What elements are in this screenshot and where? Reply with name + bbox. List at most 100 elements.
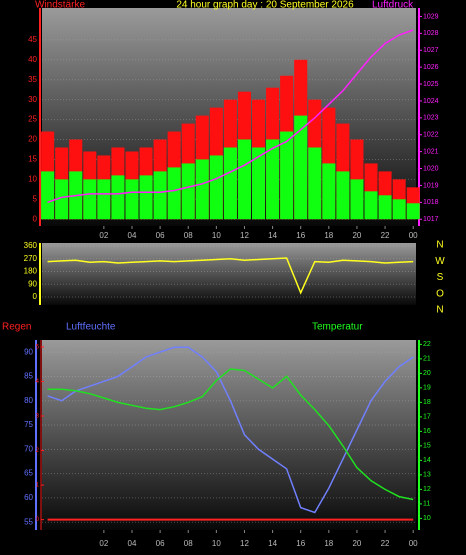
plot-area (42, 340, 416, 530)
bar (125, 179, 139, 220)
y2-axis-title: Temperatur (312, 322, 363, 333)
y2-tick-label: 12 (423, 486, 431, 493)
bar (97, 179, 111, 220)
bar (55, 179, 69, 220)
y-tick-label: 90 (24, 347, 33, 356)
y-tick-label: 0 (33, 214, 38, 223)
y-axis-title: Luftfeuchte (66, 322, 116, 333)
y2-tick-label: 11 (423, 501, 430, 508)
y2-tick-label: 22 (423, 341, 431, 348)
y2-tick-label: 1021 (423, 148, 439, 155)
x-tick-label: 02 (99, 539, 108, 548)
y3-tick-label: 2 (36, 448, 40, 454)
y-tick-label: 35 (28, 75, 37, 84)
x-tick-label: 00 (409, 231, 418, 240)
y-tick-label: 10 (28, 174, 37, 183)
bar (111, 175, 125, 220)
bar (294, 115, 308, 220)
x-tick-label: 14 (268, 539, 277, 548)
y-tick-label: 40 (28, 55, 37, 64)
y-tick-label: 15 (28, 155, 37, 164)
x-tick-label: 14 (268, 231, 277, 240)
y2-tick-label: 1029 (423, 13, 439, 20)
y2-tick-label: 16 (423, 428, 431, 435)
x-tick-label: 20 (352, 231, 361, 240)
bar (364, 191, 378, 220)
x-tick-label: 18 (324, 539, 333, 548)
direction-label: N (436, 305, 443, 316)
y2-tick-label: 1017 (423, 216, 439, 223)
y-tick-label: 45 (28, 35, 37, 44)
y-tick-label: 25 (28, 115, 37, 124)
bar (378, 195, 392, 220)
y-tick-label: 90 (28, 279, 37, 288)
x-tick-label: 16 (296, 231, 305, 240)
y2-tick-label: 1025 (423, 81, 439, 88)
x-tick-label: 04 (128, 539, 137, 548)
bar (392, 199, 406, 220)
y2-tick-label: 1024 (423, 98, 439, 105)
y2-tick-label: 21 (423, 356, 431, 363)
y-tick-label: 180 (24, 267, 38, 276)
bar (251, 147, 266, 220)
x-tick-label: 22 (381, 231, 390, 240)
x-tick-label: 16 (296, 539, 305, 548)
chart-title: 24 hour graph day : 20 September 2026 (176, 0, 354, 11)
y2-tick-label: 1019 (423, 182, 439, 189)
y2-tick-label: 1022 (423, 132, 439, 139)
bar (266, 139, 280, 220)
bar (83, 179, 97, 220)
bar (167, 167, 181, 220)
x-tick-label: 04 (128, 231, 137, 240)
y2-tick-label: 18 (423, 399, 431, 406)
y-tick-label: 60 (24, 493, 33, 502)
y2-tick-label: 15 (423, 443, 431, 450)
y-tick-label: 80 (24, 396, 33, 405)
x-tick-label: 08 (184, 539, 193, 548)
y3-tick-label: 0 (36, 517, 40, 523)
y2-tick-label: 13 (423, 472, 431, 479)
y2-tick-label: 1028 (423, 30, 439, 37)
series-line (47, 346, 414, 514)
bar (308, 147, 322, 220)
y-tick-label: 70 (24, 444, 33, 453)
y2-tick-label: 1018 (423, 199, 439, 206)
y2-tick-label: 17 (423, 414, 431, 421)
y2-tick-label: 14 (423, 457, 431, 464)
bar (336, 171, 350, 220)
bar (139, 175, 153, 220)
y3-tick-label: 4 (36, 379, 40, 385)
y2-tick-label: 20 (423, 370, 431, 377)
y2-tick-label: 1023 (423, 115, 439, 122)
y-tick-label: 0 (33, 292, 38, 301)
y-tick-label: 85 (24, 372, 33, 381)
bar (322, 163, 336, 220)
plot-area (42, 243, 416, 305)
bar (280, 131, 294, 220)
y2-tick-label: 1027 (423, 47, 439, 54)
y-tick-label: 55 (24, 517, 33, 526)
x-tick-label: 12 (240, 231, 249, 240)
y-tick-label: 360 (24, 241, 38, 250)
bar (153, 171, 167, 220)
y2-axis-title: Luftdruck (372, 0, 414, 11)
y-tick-label: 20 (28, 135, 37, 144)
y-tick-label: 5 (33, 194, 38, 203)
x-tick-label: 06 (156, 231, 165, 240)
x-tick-label: 10 (212, 231, 221, 240)
bar (195, 159, 209, 220)
bar (223, 147, 237, 220)
y2-tick-label: 10 (423, 515, 431, 522)
x-tick-label: 18 (324, 231, 333, 240)
bar (41, 171, 55, 220)
series-line (47, 29, 414, 204)
x-tick-label: 08 (184, 231, 193, 240)
x-tick-label: 02 (99, 231, 108, 240)
y-axis-title: Windstärke (35, 0, 85, 11)
y3-tick-label: 1 (36, 483, 40, 489)
bar (237, 139, 251, 220)
y-tick-label: 30 (28, 95, 37, 104)
direction-label: W (435, 256, 445, 267)
bar (406, 203, 420, 220)
